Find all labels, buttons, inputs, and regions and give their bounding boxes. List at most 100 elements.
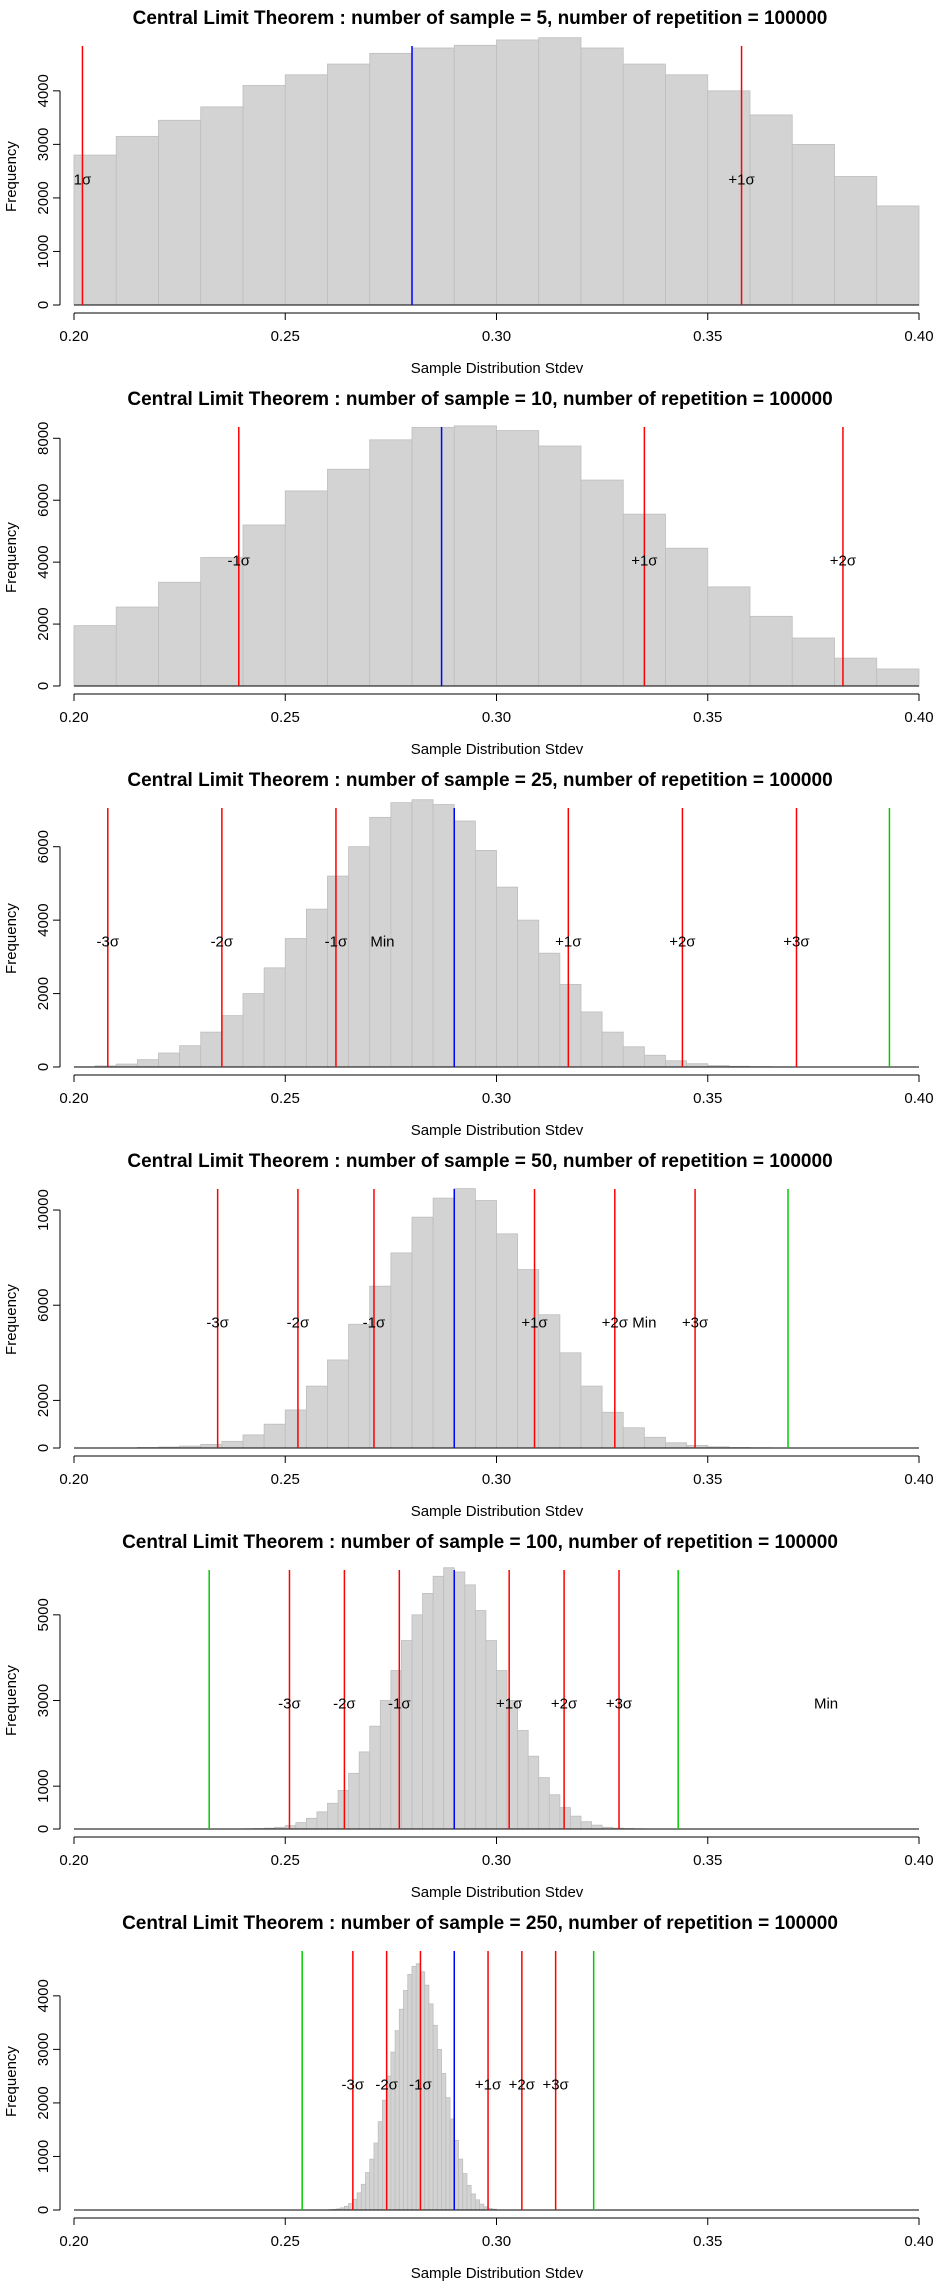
x-tick-label: 0.40 <box>904 1471 933 1488</box>
chart-title: Central Limit Theorem : number of sample… <box>127 1151 832 1172</box>
x-axis-label: Sample Distribution Stdev <box>411 1884 584 1901</box>
x-tick-label: 0.35 <box>693 709 722 726</box>
histogram-bar <box>242 85 286 306</box>
sigma-label: -1σ <box>388 1696 411 1713</box>
x-tick-label: 0.40 <box>904 709 933 726</box>
x-tick-label: 0.20 <box>59 328 88 345</box>
histogram-bar <box>622 1427 645 1449</box>
x-tick-label: 0.35 <box>693 1852 722 1869</box>
x-tick-label: 0.30 <box>482 709 511 726</box>
x-tick-label: 0.25 <box>271 1852 300 1869</box>
histogram-bar <box>411 47 455 306</box>
histogram-bar <box>707 90 751 306</box>
histogram-bar <box>601 1411 624 1449</box>
x-tick-label: 0.25 <box>271 709 300 726</box>
y-tick-label: 2000 <box>35 181 52 214</box>
histogram-bar <box>436 2048 442 2211</box>
x-tick-label: 0.35 <box>693 2233 722 2250</box>
histogram-bar <box>538 952 561 1068</box>
histogram-bar <box>411 427 455 687</box>
histogram-bars <box>327 1963 497 2211</box>
sigma-label: +2σ <box>509 2077 536 2094</box>
x-axis-label: Sample Distribution Stdev <box>411 360 584 377</box>
sigma-label: +3σ <box>682 1315 709 1332</box>
histogram-bar <box>403 1990 409 2211</box>
histogram-bar <box>200 1444 223 1449</box>
histogram-bar <box>327 468 371 687</box>
sigma-label: -2σ <box>211 934 234 951</box>
min-label: Min <box>814 1696 838 1713</box>
y-tick-label: 6000 <box>35 830 52 863</box>
sigma-label: -3σ <box>206 1315 229 1332</box>
histogram-bar <box>474 1610 487 1830</box>
histogram-bar <box>538 37 582 306</box>
chart-title: Central Limit Theorem : number of sample… <box>133 8 828 29</box>
histogram-bar <box>466 2184 472 2211</box>
histogram-bar <box>580 1821 592 1830</box>
x-axis-label: Sample Distribution Stdev <box>411 1503 584 1520</box>
sigma-label: -1σ <box>409 2077 432 2094</box>
y-tick-label: 5000 <box>35 1598 52 1631</box>
y-tick-label: 4000 <box>35 545 52 578</box>
histogram-bar <box>200 106 244 306</box>
histogram-bar <box>458 2158 464 2211</box>
sigma-label: 1σ <box>74 172 92 189</box>
y-tick-label: 2000 <box>35 607 52 640</box>
x-tick-label: 0.20 <box>59 709 88 726</box>
histogram-panel-6: Central Limit Theorem : number of sample… <box>3 1913 934 2282</box>
histogram-panel-1: Central Limit Theorem : number of sample… <box>3 8 934 377</box>
sigma-label: +2σ <box>602 1315 629 1332</box>
histogram-bar <box>422 1593 434 1830</box>
histogram-bar <box>559 1352 582 1449</box>
histogram-bar <box>284 74 328 306</box>
histogram-bar <box>295 1822 307 1830</box>
histogram-bar <box>369 52 413 306</box>
sigma-label: +1σ <box>521 1315 548 1332</box>
histogram-bar <box>221 1015 244 1068</box>
sigma-label: -3σ <box>96 934 119 951</box>
histogram-bar <box>242 993 265 1068</box>
histogram-bar <box>115 606 159 687</box>
histogram-bar <box>462 2173 468 2211</box>
y-tick-label: 4000 <box>35 903 52 936</box>
histogram-bar <box>369 1725 381 1830</box>
histogram-bar <box>411 1216 434 1449</box>
histogram-bar <box>470 2193 476 2211</box>
histogram-bar <box>200 1031 223 1068</box>
y-tick-label: 0 <box>35 1063 52 1071</box>
histogram-bar <box>373 2142 379 2211</box>
histogram-bar <box>115 135 159 306</box>
histogram-bar <box>305 1385 328 1449</box>
y-tick-label: 1000 <box>35 235 52 268</box>
histogram-bar <box>591 1824 603 1830</box>
histogram-bar <box>538 1777 550 1830</box>
histogram-bar <box>221 1440 244 1449</box>
x-axis-label: Sample Distribution Stdev <box>411 741 584 758</box>
histogram-bar <box>179 1045 202 1068</box>
histogram-bar <box>284 938 307 1068</box>
histogram-bar <box>411 799 434 1068</box>
sigma-label: +3σ <box>542 2077 569 2094</box>
x-tick-label: 0.35 <box>693 328 722 345</box>
histogram-bar <box>360 2183 366 2211</box>
histogram-bar <box>424 1984 430 2211</box>
y-tick-label: 3000 <box>35 128 52 161</box>
histogram-bar <box>834 657 878 687</box>
histogram-bar <box>570 1815 582 1830</box>
histogram-bar <box>348 1772 360 1830</box>
histogram-bar <box>453 425 497 687</box>
histogram-bar <box>517 1269 540 1449</box>
histogram-bar <box>348 846 371 1068</box>
x-tick-label: 0.25 <box>271 2233 300 2250</box>
y-tick-label: 0 <box>35 1444 52 1452</box>
sigma-label: -2σ <box>287 1315 310 1332</box>
histogram-bar <box>496 1670 508 1830</box>
x-tick-label: 0.30 <box>482 1090 511 1107</box>
histogram-bar <box>665 74 709 306</box>
histogram-bar <box>158 119 202 306</box>
x-tick-label: 0.40 <box>904 328 933 345</box>
histogram-bar <box>665 1442 688 1449</box>
histogram-bars <box>242 1567 645 1830</box>
histogram-bar <box>200 557 244 687</box>
histogram-bar <box>643 1436 666 1449</box>
